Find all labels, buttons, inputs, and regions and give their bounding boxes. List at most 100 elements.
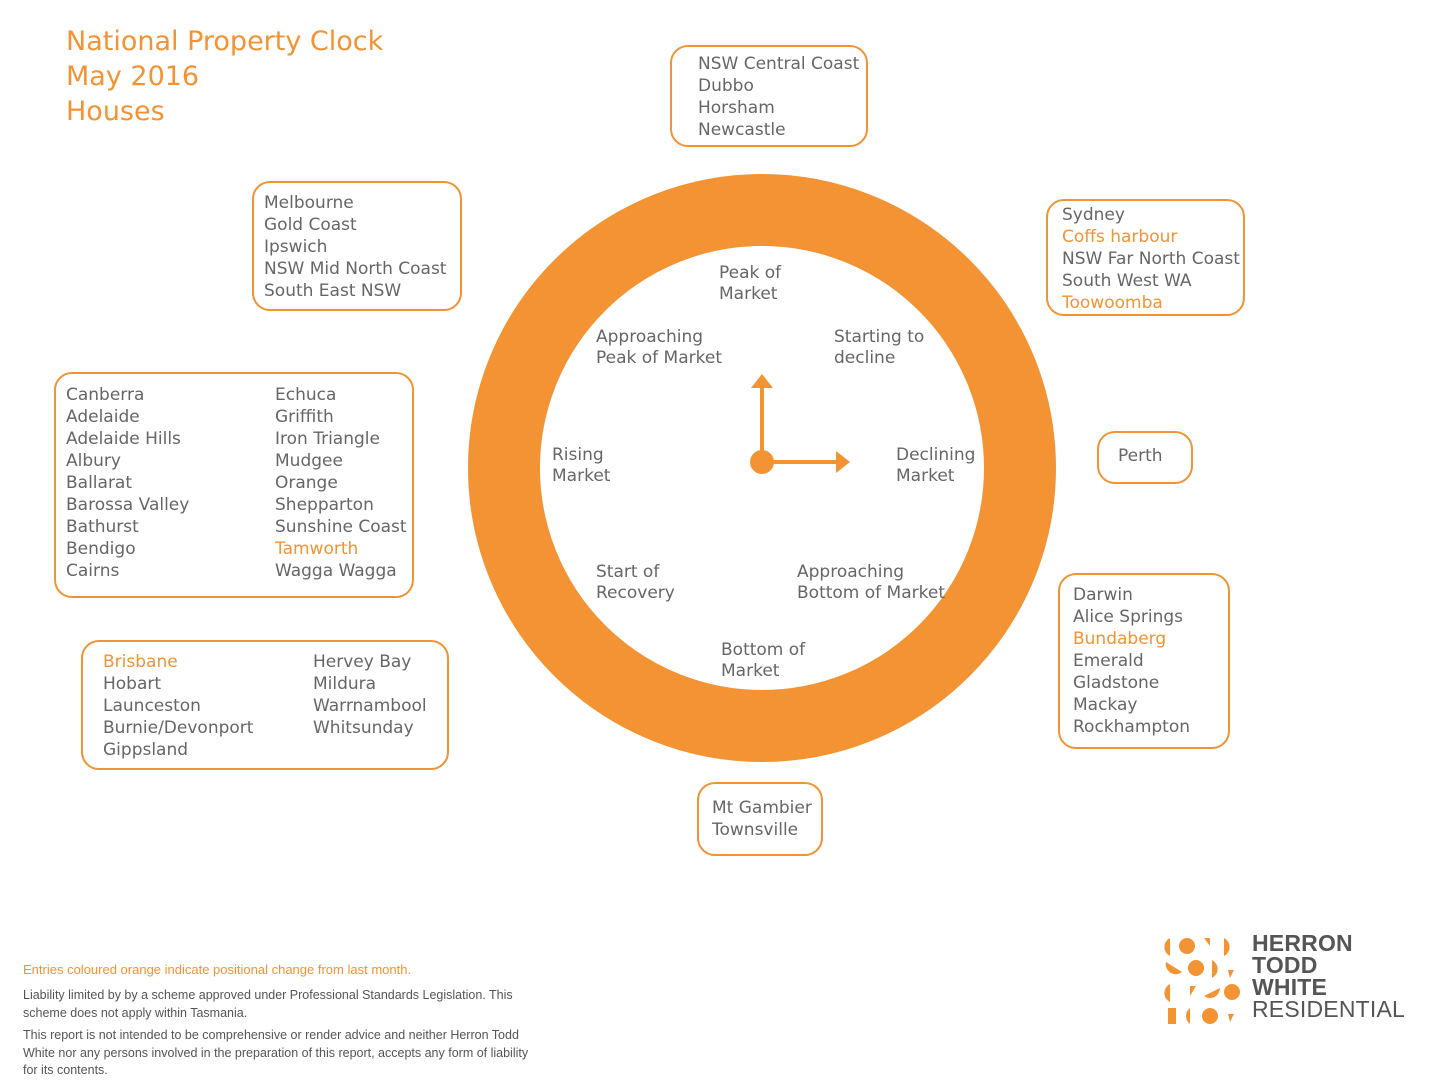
location-item: Whitsunday [313, 718, 414, 738]
label-bottom-1: Bottom of [721, 640, 806, 660]
logo-line-1: HERRON [1252, 930, 1353, 956]
location-item: Wagga Wagga [275, 561, 397, 581]
group-bottom-list: Mt Gambier Townsville [712, 797, 812, 841]
location-item: Orange [275, 473, 338, 493]
location-item: Emerald [1073, 651, 1144, 671]
group-rising-col2: Echuca Griffith Iron Triangle Mudgee Orange S… [275, 384, 407, 582]
label-start-recovery-2: Recovery [596, 583, 675, 603]
location-item: Gladstone [1073, 673, 1160, 693]
location-item: Mudgee [275, 451, 343, 471]
location-item: Burnie/Devonport [103, 718, 254, 738]
location-item: Darwin [1073, 585, 1133, 605]
title-line-2: May 2016 [66, 61, 200, 92]
title-line-1: National Property Clock [66, 26, 384, 57]
location-item: Adelaide Hills [66, 429, 181, 449]
location-item: Hobart [103, 674, 162, 694]
location-item: Tamworth [275, 539, 359, 559]
group-rising-col1: Canberra Adelaide Adelaide Hills Albury Ball… [66, 384, 189, 582]
location-item: Brisbane [103, 652, 178, 672]
label-declining-2: Market [896, 466, 955, 486]
location-item: Townsville [712, 820, 799, 840]
location-item: Hervey Bay [313, 652, 412, 672]
label-declining-1: Declining [896, 445, 975, 465]
location-item: Melbourne [264, 193, 354, 213]
group-peak: NSW Central Coast Dubbo Horsham Newcastle [670, 45, 868, 147]
logo-line-3: WHITE [1252, 974, 1328, 1000]
logo-line-2: TODD [1252, 952, 1318, 978]
location-item: Rockhampton [1073, 717, 1191, 737]
group-approaching-bottom: Darwin Alice Springs Bundaberg Emerald Glads… [1058, 573, 1230, 749]
group-start-recovery: Brisbane Hobart Launceston Burnie/Devonport… [81, 640, 449, 770]
location-item: Toowoomba [1062, 293, 1163, 313]
location-item: Sydney [1062, 205, 1125, 225]
location-item: NSW Central Coast [698, 54, 860, 74]
location-item: Horsham [698, 98, 775, 118]
location-item: Cairns [66, 561, 120, 581]
location-item: Canberra [66, 385, 145, 405]
htw-logo-wordmark: HERRON TODD WHITE RESIDENTIAL [1252, 930, 1406, 1022]
location-item: Adelaide [66, 407, 140, 427]
clock-center [750, 450, 774, 474]
label-approaching-peak-1: Approaching [596, 327, 703, 347]
disclaimer-advice: This report is not intended to be compre… [23, 1028, 529, 1077]
location-item: Albury [66, 451, 121, 471]
group-start-recovery-col1: Brisbane Hobart Launceston Burnie/Devonport… [103, 651, 253, 761]
label-bottom-2: Market [721, 661, 780, 681]
group-bottom: Mt Gambier Townsville [697, 782, 823, 856]
group-declining-list: Perth [1118, 445, 1163, 467]
location-item: NSW Mid North Coast [264, 259, 447, 279]
label-approaching-peak-2: Peak of Market [596, 348, 722, 368]
disclaimer-liability: Liability limited by by a scheme approve… [23, 988, 513, 1020]
location-item: Bundaberg [1073, 629, 1167, 649]
legend-note: Entries coloured orange indicate positio… [23, 962, 412, 977]
group-declining: Perth [1097, 431, 1193, 484]
location-item: Shepparton [275, 495, 374, 515]
location-item: Newcastle [698, 120, 786, 140]
group-approaching-bottom-list: Darwin Alice Springs Bundaberg Emerald Glads… [1073, 584, 1190, 738]
htw-logo-mark [1164, 938, 1240, 1024]
group-starting-decline-list: Sydney Coffs harbour NSW Far North Coast So… [1062, 204, 1240, 314]
location-item: Mildura [313, 674, 377, 694]
group-peak-list: NSW Central Coast Dubbo Horsham Newcastle [698, 53, 859, 141]
location-item: Bathurst [66, 517, 139, 537]
logo-line-4: RESIDENTIAL [1252, 996, 1406, 1022]
location-item: South West WA [1062, 271, 1192, 291]
title-line-3: Houses [66, 96, 165, 127]
label-peak-2: Market [719, 284, 778, 304]
location-item: Perth [1118, 446, 1163, 466]
group-starting-decline: Sydney Coffs harbour NSW Far North Coast So… [1046, 199, 1245, 316]
clock-ring [468, 174, 1056, 762]
location-item: Launceston [103, 696, 201, 716]
location-item: Alice Springs [1073, 607, 1184, 627]
label-peak-1: Peak of [719, 263, 782, 283]
label-starting-decline-1: Starting to [834, 327, 924, 347]
location-item: NSW Far North Coast [1062, 249, 1240, 269]
location-item: Warrnambool [313, 696, 427, 716]
location-item: Gippsland [103, 740, 189, 760]
clock-title: National Property Clock May 2016 Houses [66, 24, 383, 129]
location-item: Mackay [1073, 695, 1138, 715]
label-rising-2: Market [552, 466, 611, 486]
label-start-recovery-1: Start of [596, 562, 660, 582]
label-rising-1: Rising [552, 445, 604, 465]
label-approaching-bottom-2: Bottom of Market [797, 583, 945, 603]
location-item: Coffs harbour [1062, 227, 1178, 247]
clock-minute-hand-arrow [836, 451, 850, 473]
location-item: Ballarat [66, 473, 133, 493]
location-item: Barossa Valley [66, 495, 190, 515]
location-item: Griffith [275, 407, 334, 427]
location-item: Dubbo [698, 76, 754, 96]
location-item: Mt Gambier [712, 798, 812, 818]
group-rising: Canberra Adelaide Adelaide Hills Albury Ball… [54, 372, 414, 598]
location-item: South East NSW [264, 281, 402, 301]
group-approaching-peak-list: Melbourne Gold Coast Ipswich NSW Mid North … [264, 192, 446, 302]
location-item: Iron Triangle [275, 429, 380, 449]
clock-hour-hand-arrow [751, 374, 773, 388]
location-item: Sunshine Coast [275, 517, 407, 537]
label-approaching-bottom-1: Approaching [797, 562, 904, 582]
location-item: Echuca [275, 385, 337, 405]
group-approaching-peak: Melbourne Gold Coast Ipswich NSW Mid North … [252, 181, 462, 311]
label-starting-decline-2: decline [834, 348, 895, 368]
location-item: Ipswich [264, 237, 328, 257]
location-item: Gold Coast [264, 215, 357, 235]
